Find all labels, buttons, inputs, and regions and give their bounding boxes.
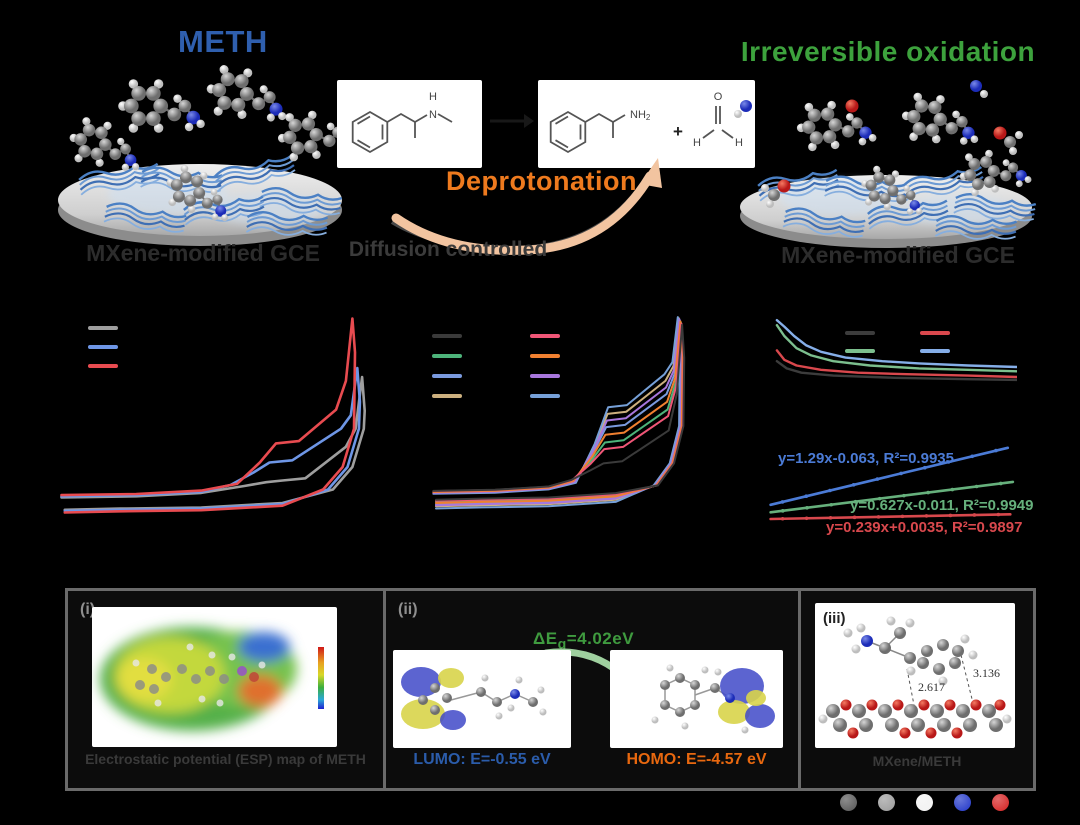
energy-gap-prefix: ΔE <box>533 629 558 648</box>
homo-image-box <box>610 650 783 748</box>
plus-sign: + <box>673 122 683 141</box>
mxene-slab <box>818 699 1012 739</box>
right-electrode-label: MXene-modified GCE <box>781 242 1015 268</box>
nh-label: H <box>429 91 437 103</box>
diffusion-controlled-label: Diffusion controlled <box>348 238 548 261</box>
homo-orbital-image <box>651 664 775 734</box>
reaction-arrow <box>490 114 534 128</box>
left-electrode-label: MXene-modified GCE <box>86 240 320 266</box>
cv-chart-concentrations <box>432 316 686 510</box>
distance-1-label: 2.617 <box>918 680 945 694</box>
legend-swatch-series-blue <box>88 345 118 349</box>
homo-caption: HOMO: E=-4.57 eV <box>626 751 767 768</box>
h2-label: H <box>735 137 743 149</box>
meth-skeletal-structure: N H <box>351 91 453 154</box>
legend-swatch-series-purple <box>530 374 560 378</box>
calibration-equation-red: y=0.239x+0.0035, R²=0.9897 <box>826 519 1023 536</box>
phenyl-ring <box>906 634 978 686</box>
amperometry-chart <box>775 319 1017 382</box>
cv-chart-modifiers <box>60 317 367 514</box>
energy-gap-sub: g <box>557 636 567 653</box>
calibration-equation-green: y=0.627x-0.011, R²=0.9949 <box>850 497 1034 514</box>
energy-gap-value: =4.02eV <box>566 629 635 648</box>
panel-orbitals: (ii) ΔEg=4.02eV <box>383 588 801 791</box>
amperometry-chart-legend <box>845 331 950 367</box>
left-electrode-illustration <box>58 61 353 246</box>
h1-label: H <box>693 137 701 149</box>
legend-swatch-series-dark <box>432 334 462 338</box>
n-label: N <box>429 109 437 121</box>
lumo-image-box <box>393 650 571 748</box>
adsorption-structure-image: (iii) <box>818 610 1012 739</box>
legend-swatch-series-pink <box>530 334 560 338</box>
panel-adsorption-label: (iii) <box>823 610 846 627</box>
legend-swatch-series-orange <box>530 354 560 358</box>
legend-swatch-series-green <box>432 354 462 358</box>
calibration-equation-blue: y=1.29x-0.063, R²=0.9935 <box>778 450 954 467</box>
panel-esp: (i) <box>65 588 386 791</box>
o-label: O <box>714 91 723 103</box>
esp-colorbar <box>318 647 324 709</box>
oxidized-fragment <box>734 80 1023 208</box>
nh2-label: NH2 <box>630 109 651 122</box>
products-structure-box: NH2 + O H H <box>538 80 755 168</box>
lumo-orbital-image <box>401 667 547 730</box>
atom-sphere-4 <box>992 794 1009 811</box>
esp-map-image <box>100 627 324 731</box>
esp-image-box <box>92 607 337 747</box>
atom-sphere-1 <box>878 794 895 811</box>
meth-title: METH <box>178 24 268 59</box>
calibration-chart <box>769 446 1015 521</box>
legend-swatch-series-blue <box>920 349 950 353</box>
panel-adsorption-caption: MXene/METH <box>872 753 962 769</box>
legend-swatch-series-green <box>845 349 875 353</box>
meth-structure-box: N H <box>337 80 482 168</box>
legend-swatch-series-gray <box>88 326 118 330</box>
atom-sphere-0 <box>840 794 857 811</box>
legend-swatch-series-dark <box>845 331 875 335</box>
distance-2-label: 3.136 <box>973 666 1000 680</box>
panel-adsorption: (iii) <box>798 588 1036 791</box>
adsorption-image-box: (iii) <box>815 603 1015 748</box>
energy-gap-label: ΔEg=4.02eV <box>533 629 634 652</box>
panel-orbitals-label: (ii) <box>398 601 418 618</box>
right-electrode-illustration <box>734 80 1038 248</box>
legend-swatch-series-steel <box>530 394 560 398</box>
atom-sphere-3 <box>954 794 971 811</box>
products-skeletal-structure: NH2 + O H H <box>549 91 743 154</box>
legend-swatch-series-red <box>920 331 950 335</box>
irreversible-oxidation-title: Irreversible oxidation <box>740 36 1036 67</box>
deprotonation-label: Deprotonation <box>446 166 637 196</box>
cv-chart-modifiers-legend <box>88 326 118 368</box>
atom-sphere-2 <box>916 794 933 811</box>
panel-esp-caption: Electrostatic potential (ESP) map of MET… <box>85 751 366 767</box>
lumo-caption: LUMO: E=-0.55 eV <box>413 751 551 768</box>
legend-swatch-series-red <box>88 364 118 368</box>
deprotonation-arrow <box>390 158 662 255</box>
legend-swatch-series-blue <box>432 374 462 378</box>
panel-esp-label: (i) <box>80 601 96 618</box>
atom-color-legend <box>840 794 1009 811</box>
cv-chart-concentrations-legend <box>432 334 560 414</box>
legend-swatch-series-tan <box>432 394 462 398</box>
